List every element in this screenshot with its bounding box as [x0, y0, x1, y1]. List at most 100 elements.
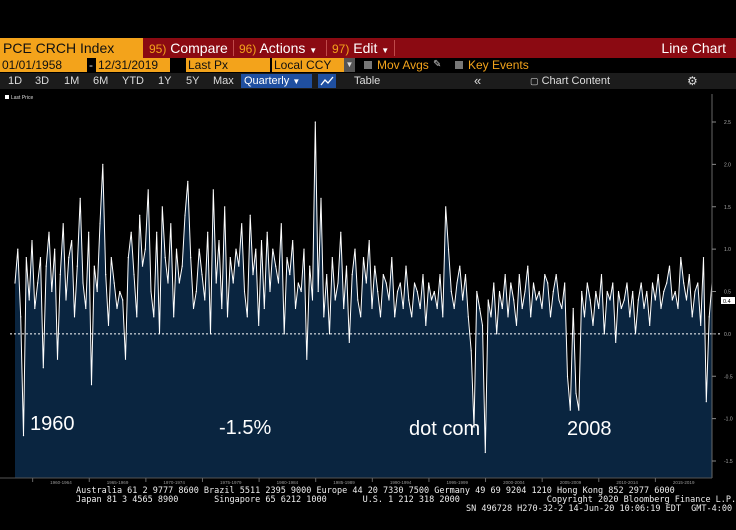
actions-menu-label: Actions: [259, 40, 306, 56]
data-point: [666, 282, 668, 284]
data-point: [192, 307, 195, 310]
data-point: [586, 282, 588, 284]
line-chart-icon[interactable]: [318, 74, 336, 88]
data-point: [430, 299, 433, 301]
data-point: [566, 375, 569, 377]
data-point: [184, 214, 186, 216]
gear-icon[interactable]: ⚙: [687, 74, 698, 88]
data-point: [156, 231, 158, 233]
x-tick-label: 2005-2009: [560, 480, 582, 485]
chevron-down-icon: ▼: [292, 77, 301, 86]
y-tick-label: 2.0: [724, 162, 731, 168]
data-point: [241, 223, 243, 225]
key-events-label[interactable]: Key Events: [468, 58, 529, 72]
range-bar: 1D 3D 1M 6M YTD 1Y 5Y Max Quarterly ▼ Ta…: [0, 73, 736, 89]
range-button-5y[interactable]: 5Y: [186, 75, 200, 87]
collapse-left-icon[interactable]: «: [474, 73, 482, 88]
key-events-checkbox[interactable]: [455, 61, 463, 69]
data-point: [396, 290, 399, 293]
security-ticker-field[interactable]: PCE CRCH Index: [0, 38, 143, 58]
data-point: [708, 316, 710, 318]
data-point: [589, 299, 591, 301]
pencil-icon[interactable]: ✎: [433, 59, 442, 70]
chart-content-button[interactable]: ▢ Chart Content: [530, 73, 610, 89]
period-select[interactable]: Quarterly ▼: [241, 74, 312, 88]
y-tick-label: -1.0: [724, 417, 733, 423]
price-field-select[interactable]: Last Px: [186, 58, 270, 72]
chevron-down-icon[interactable]: ▼: [344, 58, 355, 72]
mov-avgs-label[interactable]: Mov Avgs: [377, 58, 429, 72]
data-point: [419, 307, 421, 310]
data-point: [34, 307, 36, 310]
data-point: [524, 290, 526, 293]
data-point: [399, 282, 401, 284]
data-point: [694, 290, 696, 293]
data-point: [107, 324, 110, 326]
range-button-1m[interactable]: 1M: [64, 75, 80, 87]
data-point: [320, 197, 322, 199]
data-point: [453, 307, 455, 310]
range-button-1y[interactable]: 1Y: [158, 75, 172, 87]
data-point: [54, 248, 56, 250]
data-point: [113, 282, 115, 284]
data-point: [190, 257, 192, 259]
data-point: [161, 206, 163, 208]
price-chart[interactable]: 2.5 2.0 1.5 1.0 0.5 0.0 -0.5 -1.0 -1.5 1960-1964…: [0, 89, 736, 486]
data-point: [606, 290, 608, 293]
data-point: [136, 316, 138, 318]
range-button-3d[interactable]: 3D: [35, 75, 50, 87]
y-tick-label: 1.5: [724, 205, 731, 211]
actions-menu[interactable]: 96) Actions ▼: [239, 38, 317, 58]
data-point: [56, 358, 59, 360]
end-date-input[interactable]: 12/31/2019: [96, 58, 170, 72]
legend-swatch: [5, 95, 9, 99]
data-point: [569, 409, 571, 411]
compare-menu-number: 95): [149, 42, 167, 56]
data-point: [79, 197, 81, 199]
x-tick-label: 1970-1974: [163, 480, 185, 485]
data-point: [643, 307, 645, 310]
actions-menu-number: 96): [239, 42, 257, 56]
data-point: [246, 316, 248, 318]
data-point: [391, 257, 393, 259]
data-point: [445, 206, 447, 208]
data-point: [62, 223, 64, 225]
data-point: [175, 248, 178, 250]
data-point: [626, 282, 628, 284]
data-point: [657, 274, 659, 276]
data-point: [513, 299, 515, 301]
data-point: [88, 231, 90, 233]
data-point: [317, 290, 319, 293]
range-button-max[interactable]: Max: [213, 75, 234, 87]
chevron-down-icon: ▼: [309, 46, 318, 55]
menu-divider: [326, 40, 327, 56]
data-point: [530, 316, 532, 318]
data-point: [473, 426, 475, 428]
data-point: [249, 214, 251, 216]
y-tick-label: 0.5: [724, 290, 731, 296]
data-point: [37, 282, 39, 284]
data-point: [22, 435, 25, 437]
data-point: [702, 257, 705, 259]
range-button-6m[interactable]: 6M: [93, 75, 109, 87]
data-point: [671, 299, 673, 301]
currency-select[interactable]: Local CCY: [272, 58, 344, 72]
data-point: [518, 274, 520, 276]
data-point: [255, 248, 257, 250]
data-point: [105, 274, 107, 276]
data-point: [326, 274, 328, 276]
data-point: [456, 282, 458, 284]
data-point: [334, 299, 336, 301]
table-view-button[interactable]: Table: [354, 75, 381, 87]
mov-avgs-checkbox[interactable]: [364, 61, 372, 69]
compare-menu[interactable]: 95) Compare: [149, 38, 228, 58]
start-date-input[interactable]: 01/01/1958: [0, 58, 87, 72]
data-point: [510, 282, 512, 284]
edit-menu[interactable]: 97) Edit ▼: [332, 38, 389, 58]
x-tick-label: 1965-1969: [107, 480, 129, 485]
data-point: [266, 231, 268, 233]
data-point: [221, 307, 223, 310]
range-button-1d[interactable]: 1D: [8, 75, 23, 87]
data-point: [470, 350, 472, 352]
range-button-ytd[interactable]: YTD: [122, 75, 144, 87]
